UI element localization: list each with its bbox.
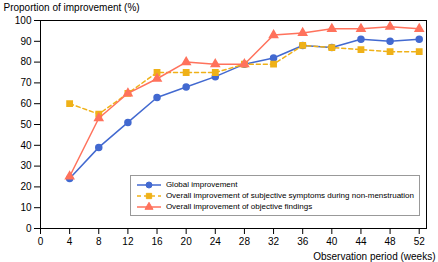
svg-text:36: 36 <box>297 236 309 247</box>
svg-text:50: 50 <box>20 119 32 130</box>
svg-text:12: 12 <box>122 236 134 247</box>
svg-text:20: 20 <box>20 181 32 192</box>
svg-text:20: 20 <box>181 236 193 247</box>
svg-text:0: 0 <box>38 236 44 247</box>
svg-text:90: 90 <box>20 36 32 47</box>
svg-text:60: 60 <box>20 98 32 109</box>
svg-text:4: 4 <box>67 236 73 247</box>
svg-text:100: 100 <box>15 15 32 26</box>
html-text:Overall improvement of subject: Overall improvement of subjective sympto… <box>165 191 414 200</box>
svg-text:70: 70 <box>20 77 32 88</box>
svg-text:44: 44 <box>355 236 367 247</box>
svg-text:Observation period (weeks): Observation period (weeks) <box>313 251 435 262</box>
svg-text:8: 8 <box>96 236 102 247</box>
html-text:Overall improvement of objecti: Overall improvement of objective finding… <box>165 202 313 211</box>
svg-text:0: 0 <box>26 223 32 234</box>
svg-text:80: 80 <box>20 56 32 67</box>
svg-text:48: 48 <box>385 236 397 247</box>
svg-text:16: 16 <box>151 236 163 247</box>
svg-text:28: 28 <box>239 236 251 247</box>
svg-text:40: 40 <box>20 140 32 151</box>
svg-text:30: 30 <box>20 160 32 171</box>
html-text:Global improvement: Global improvement <box>165 180 238 189</box>
svg-text:24: 24 <box>210 236 222 247</box>
svg-text:32: 32 <box>268 236 280 247</box>
svg-text:40: 40 <box>326 236 338 247</box>
svg-text:52: 52 <box>414 236 426 247</box>
svg-text:10: 10 <box>20 202 32 213</box>
svg-text:Proportion of improvement (%): Proportion of improvement (%) <box>4 2 140 13</box>
